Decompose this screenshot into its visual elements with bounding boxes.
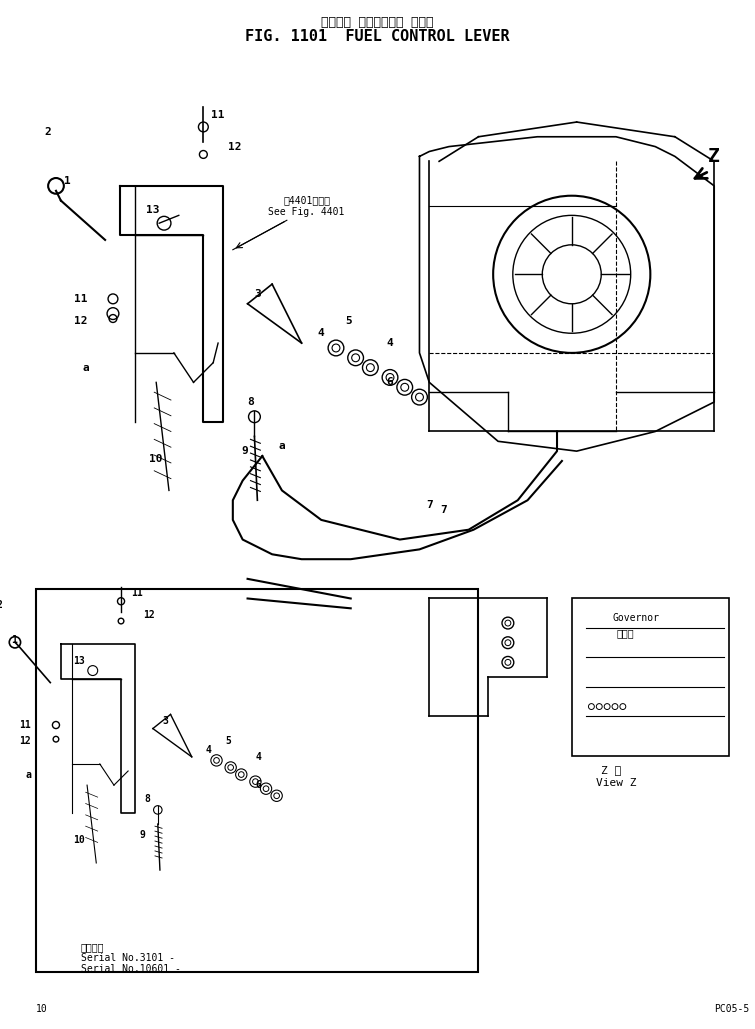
Text: 9: 9: [242, 447, 248, 456]
Text: View Z: View Z: [596, 778, 636, 788]
Text: 7: 7: [426, 500, 433, 510]
Text: 4: 4: [318, 328, 325, 339]
Text: 5: 5: [345, 317, 352, 326]
Text: 2: 2: [0, 600, 2, 610]
Text: 12: 12: [143, 610, 155, 620]
Text: a: a: [279, 441, 285, 452]
Text: Governor: Governor: [612, 613, 659, 624]
Bar: [36, 589, 479, 971]
Text: ガバナ: ガバナ: [617, 628, 635, 638]
Text: 3: 3: [162, 716, 168, 726]
Text: 4: 4: [255, 752, 261, 761]
Text: Z 位: Z 位: [601, 766, 621, 776]
Text: a: a: [82, 362, 89, 372]
Text: Serial No.3101 -: Serial No.3101 -: [81, 953, 174, 963]
Text: 11: 11: [131, 588, 143, 598]
Text: 第4401図参照: 第4401図参照: [283, 196, 330, 206]
Text: 4: 4: [206, 745, 212, 755]
Text: 12: 12: [74, 317, 88, 326]
Text: 9: 9: [140, 829, 146, 840]
Text: 5: 5: [226, 737, 232, 746]
Text: PC05-5: PC05-5: [714, 1004, 750, 1015]
Text: 適用号指: 適用号指: [81, 943, 104, 952]
Text: FIG. 1101  FUEL CONTROL LEVER: FIG. 1101 FUEL CONTROL LEVER: [245, 29, 510, 44]
Text: 4: 4: [387, 339, 393, 348]
Text: 10: 10: [73, 836, 85, 846]
Text: See Fig. 4401: See Fig. 4401: [268, 208, 345, 217]
Text: 10: 10: [36, 1004, 48, 1015]
Text: 10: 10: [149, 454, 163, 464]
Text: 1: 1: [11, 635, 17, 645]
Text: a: a: [26, 770, 31, 780]
Text: フェエル コントロール レバー: フェエル コントロール レバー: [321, 16, 433, 29]
Text: Serial No.10601 -: Serial No.10601 -: [81, 964, 180, 973]
Text: 7: 7: [441, 505, 448, 516]
Text: 12: 12: [228, 142, 242, 151]
Text: 11: 11: [19, 720, 31, 730]
Text: 12: 12: [19, 737, 31, 746]
Text: 11: 11: [74, 294, 88, 304]
Text: 13: 13: [73, 657, 85, 667]
Text: 2: 2: [45, 127, 51, 137]
Text: 3: 3: [254, 289, 260, 299]
Text: 1: 1: [64, 176, 71, 186]
Text: 6: 6: [387, 378, 393, 387]
Text: 8: 8: [247, 397, 254, 407]
Text: 6: 6: [255, 780, 261, 790]
Text: 13: 13: [146, 206, 159, 215]
Text: 11: 11: [211, 110, 225, 120]
Bar: [572, 599, 729, 755]
Text: 8: 8: [144, 794, 150, 805]
Text: Z: Z: [708, 147, 720, 166]
